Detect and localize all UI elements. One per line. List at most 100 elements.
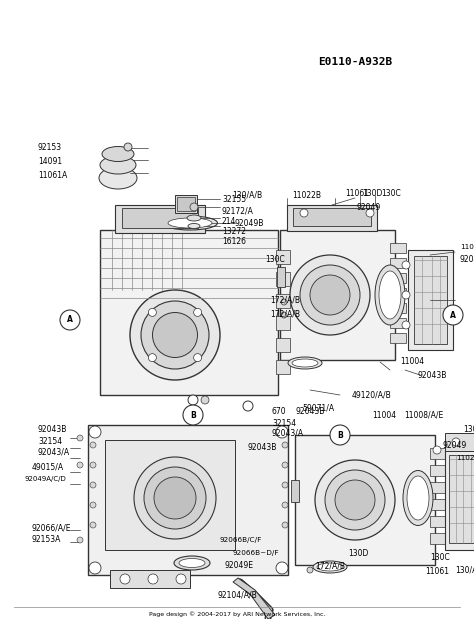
Text: 92104/A/B: 92104/A/B: [218, 591, 258, 599]
Circle shape: [307, 567, 313, 573]
Circle shape: [89, 562, 101, 574]
Bar: [276, 360, 290, 374]
Circle shape: [183, 405, 203, 425]
Ellipse shape: [168, 218, 212, 228]
Circle shape: [282, 482, 288, 488]
Bar: [445, 450, 474, 550]
Bar: [430, 516, 446, 527]
Bar: [430, 499, 446, 510]
Circle shape: [193, 353, 201, 361]
Text: 92043B: 92043B: [296, 407, 325, 417]
Bar: [449, 455, 474, 543]
Text: 49015/A: 49015/A: [32, 462, 64, 472]
Circle shape: [77, 435, 83, 441]
Text: 92066B~D/F: 92066B~D/F: [233, 550, 280, 556]
Ellipse shape: [163, 216, 218, 230]
Text: 130/A/B: 130/A/B: [455, 566, 474, 574]
Text: 11004: 11004: [400, 358, 424, 366]
Text: 92049: 92049: [443, 441, 467, 449]
Text: 32154: 32154: [272, 418, 296, 428]
Circle shape: [90, 462, 96, 468]
Text: 11022B: 11022B: [292, 191, 321, 201]
Bar: [88, 425, 288, 575]
Circle shape: [120, 574, 130, 584]
Ellipse shape: [292, 359, 318, 367]
Text: 32155: 32155: [222, 196, 246, 204]
Circle shape: [193, 308, 201, 316]
Ellipse shape: [144, 467, 206, 529]
Text: 130D: 130D: [348, 548, 368, 558]
Ellipse shape: [154, 477, 196, 519]
Text: 92172/A: 92172/A: [222, 207, 254, 215]
Ellipse shape: [134, 457, 216, 539]
Circle shape: [90, 522, 96, 528]
Text: 172/A/B: 172/A/B: [315, 561, 345, 571]
Bar: [276, 272, 290, 286]
Circle shape: [176, 574, 186, 584]
Text: 59071/A: 59071/A: [302, 404, 334, 412]
Ellipse shape: [375, 265, 405, 325]
Text: 11008/A/E: 11008/A/E: [404, 410, 443, 420]
Ellipse shape: [188, 223, 200, 228]
Circle shape: [366, 209, 374, 217]
Circle shape: [188, 395, 198, 405]
Ellipse shape: [141, 301, 209, 369]
Text: B: B: [337, 430, 343, 439]
Text: 92043B: 92043B: [248, 443, 277, 452]
Circle shape: [89, 426, 101, 438]
Text: 172/A/B: 172/A/B: [270, 310, 300, 319]
Bar: [177, 197, 195, 211]
Circle shape: [330, 425, 350, 445]
Ellipse shape: [190, 203, 198, 211]
Circle shape: [77, 462, 83, 468]
Ellipse shape: [153, 313, 198, 358]
Bar: [287, 205, 377, 231]
Text: 172/A/B: 172/A/B: [270, 295, 300, 305]
Circle shape: [276, 562, 288, 574]
Bar: [110, 570, 190, 588]
Text: 92049E: 92049E: [225, 561, 254, 571]
Text: 92066/A/E: 92066/A/E: [32, 524, 72, 532]
Text: E0110-A932B: E0110-A932B: [318, 57, 392, 67]
Bar: [430, 465, 446, 476]
Bar: [408, 250, 453, 350]
Bar: [100, 230, 278, 395]
Circle shape: [148, 574, 158, 584]
Ellipse shape: [313, 561, 347, 573]
Text: 130D: 130D: [362, 189, 383, 199]
Ellipse shape: [288, 357, 322, 369]
Circle shape: [77, 537, 83, 543]
Bar: [276, 316, 290, 330]
Text: 92049: 92049: [357, 204, 381, 212]
Text: Page design © 2004-2017 by ARI Network Services, Inc.: Page design © 2004-2017 by ARI Network S…: [149, 611, 325, 617]
Text: 92049A/C/D: 92049A/C/D: [25, 476, 67, 482]
Circle shape: [282, 462, 288, 468]
Circle shape: [124, 143, 132, 151]
Circle shape: [300, 209, 308, 217]
Circle shape: [402, 291, 410, 299]
Circle shape: [90, 482, 96, 488]
Polygon shape: [233, 578, 275, 619]
Text: B: B: [190, 410, 196, 420]
Bar: [445, 433, 474, 451]
Circle shape: [148, 308, 156, 316]
Text: 92043/A: 92043/A: [272, 428, 304, 438]
Bar: [280, 230, 395, 360]
Ellipse shape: [300, 265, 360, 325]
Text: A: A: [67, 316, 73, 324]
Text: 130C: 130C: [463, 425, 474, 435]
Bar: [414, 256, 447, 344]
Ellipse shape: [407, 476, 429, 520]
Bar: [430, 448, 446, 459]
Text: 92043B: 92043B: [460, 256, 474, 264]
Circle shape: [281, 299, 287, 305]
Circle shape: [282, 442, 288, 448]
Circle shape: [201, 396, 209, 404]
Circle shape: [452, 438, 460, 446]
Bar: [390, 258, 406, 268]
Bar: [293, 208, 371, 226]
Bar: [276, 294, 290, 308]
Text: 14091: 14091: [38, 157, 62, 167]
Ellipse shape: [315, 460, 395, 540]
Circle shape: [90, 502, 96, 508]
